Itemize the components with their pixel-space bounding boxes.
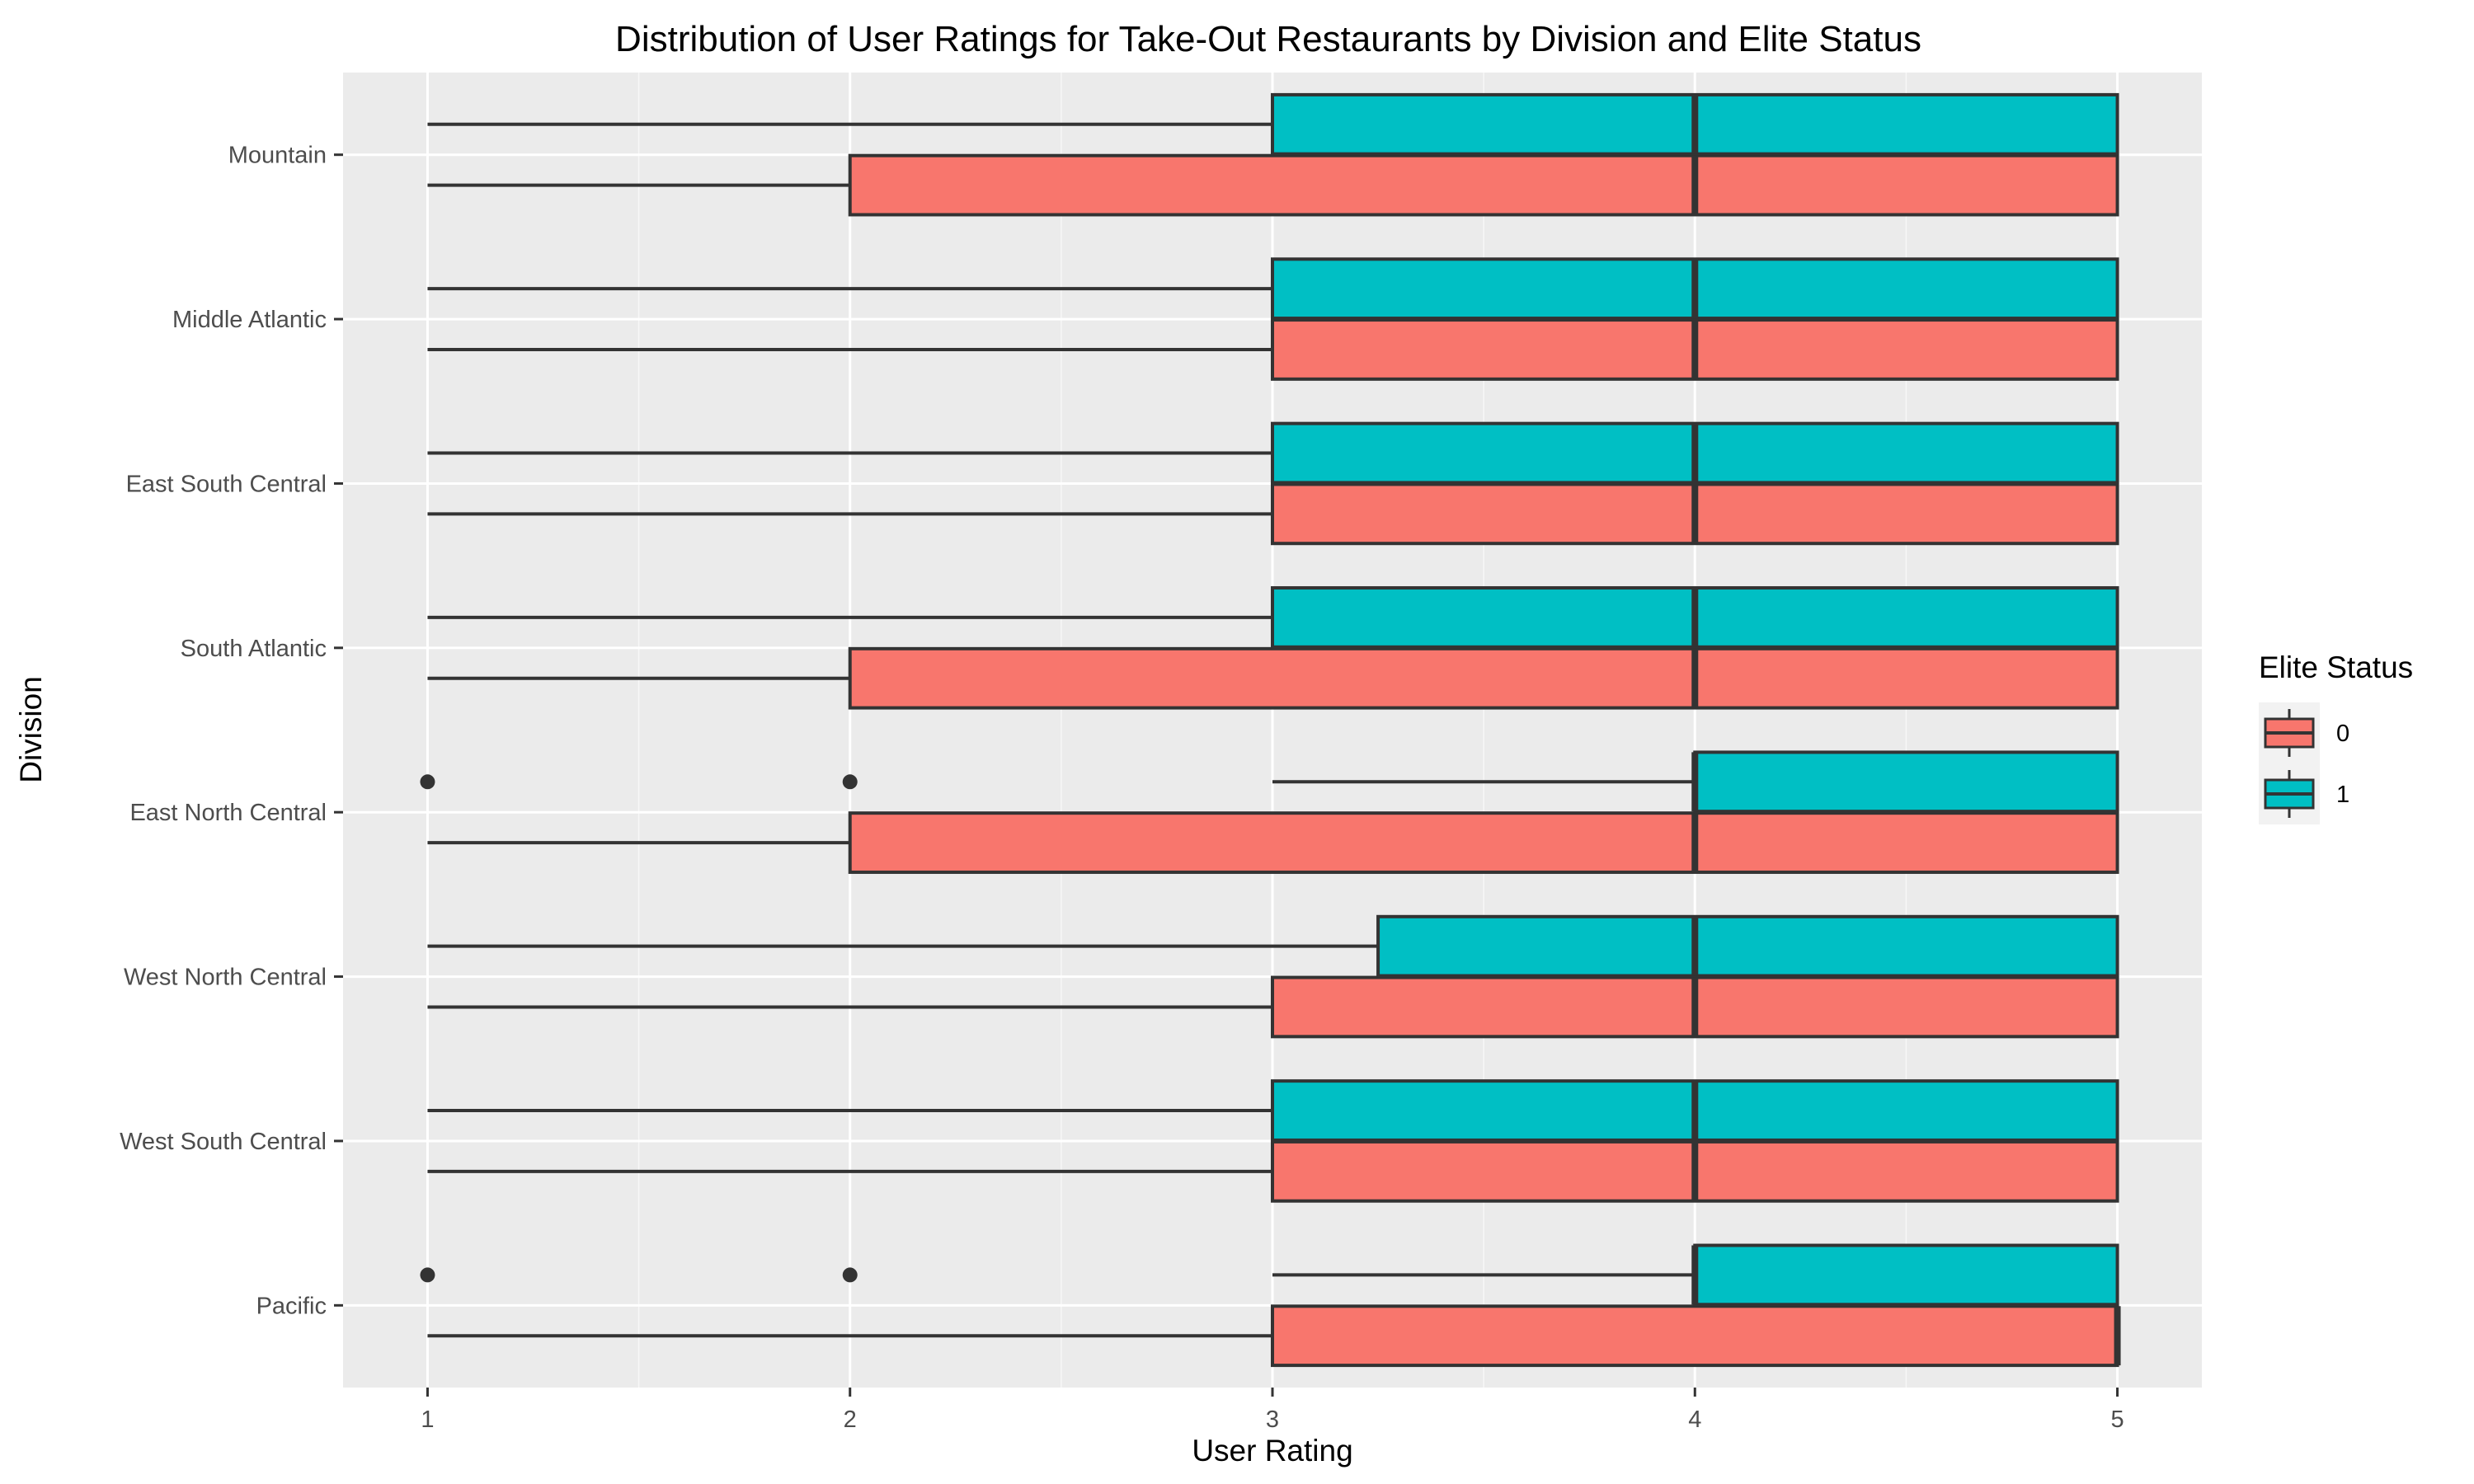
box-west-south-central-status-1: [427, 1079, 2119, 1142]
y-tick-label: Pacific: [256, 1293, 327, 1319]
box-pacific-status-0: [427, 1304, 2121, 1368]
y-tick-label: Mountain: [228, 143, 327, 169]
x-tick-label: 2: [844, 1407, 857, 1433]
box-iqr: [1693, 750, 2119, 814]
box-west-south-central-status-0: [427, 1139, 2119, 1203]
legend-label: 0: [2336, 721, 2349, 747]
x-tick-label: 4: [1688, 1407, 1701, 1433]
legend-item-1: 1: [2259, 763, 2349, 824]
box-middle-atlantic-status-1: [427, 257, 2119, 321]
box-south-atlantic-status-1: [427, 586, 2119, 649]
box-middle-atlantic-status-0: [427, 318, 2119, 381]
outlier-point: [842, 774, 858, 790]
box-east-south-central-status-0: [427, 482, 2119, 546]
box-south-atlantic-status-0: [427, 646, 2119, 710]
y-tick-label: East North Central: [129, 800, 327, 826]
outlier-point: [420, 1267, 435, 1283]
box-mountain-status-1: [427, 92, 2119, 156]
box-west-north-central-status-1: [427, 914, 2119, 978]
box-iqr: [848, 153, 2119, 217]
box-west-north-central-status-0: [427, 975, 2119, 1039]
x-tick-label: 1: [421, 1407, 434, 1433]
box-iqr: [848, 811, 2119, 874]
outlier-point: [842, 1267, 858, 1283]
x-axis: 1 2 3 4 5: [421, 1388, 2124, 1433]
legend: Elite Status 0 1: [2259, 650, 2413, 824]
box-east-south-central-status-1: [427, 421, 2119, 485]
y-tick-label: East South Central: [126, 471, 327, 497]
y-tick-label: West South Central: [120, 1129, 327, 1155]
y-tick-label: West North Central: [124, 965, 327, 991]
box-east-north-central-status-1: [420, 750, 2119, 814]
legend-item-0: 0: [2259, 702, 2349, 763]
y-axis-title: Division: [14, 676, 48, 783]
box-iqr: [1376, 914, 2119, 978]
chart-title: Distribution of User Ratings for Take-Ou…: [615, 19, 1921, 59]
box-pacific-status-1: [420, 1243, 2119, 1307]
outlier-point: [420, 774, 435, 790]
legend-label: 1: [2336, 782, 2349, 808]
box-iqr: [848, 646, 2119, 710]
box-marks: [420, 92, 2121, 1368]
y-tick-label: South Atlantic: [181, 636, 327, 662]
x-axis-title: User Rating: [1192, 1434, 1352, 1468]
box-east-north-central-status-0: [427, 811, 2119, 874]
box-iqr: [1271, 1304, 2119, 1368]
y-axis: Mountain Middle Atlantic East South Centra…: [120, 143, 343, 1319]
x-tick-label: 5: [2110, 1407, 2124, 1433]
box-iqr: [1693, 1243, 2119, 1307]
x-tick-label: 3: [1266, 1407, 1279, 1433]
legend-title: Elite Status: [2259, 650, 2413, 684]
y-tick-label: Middle Atlantic: [172, 307, 327, 333]
